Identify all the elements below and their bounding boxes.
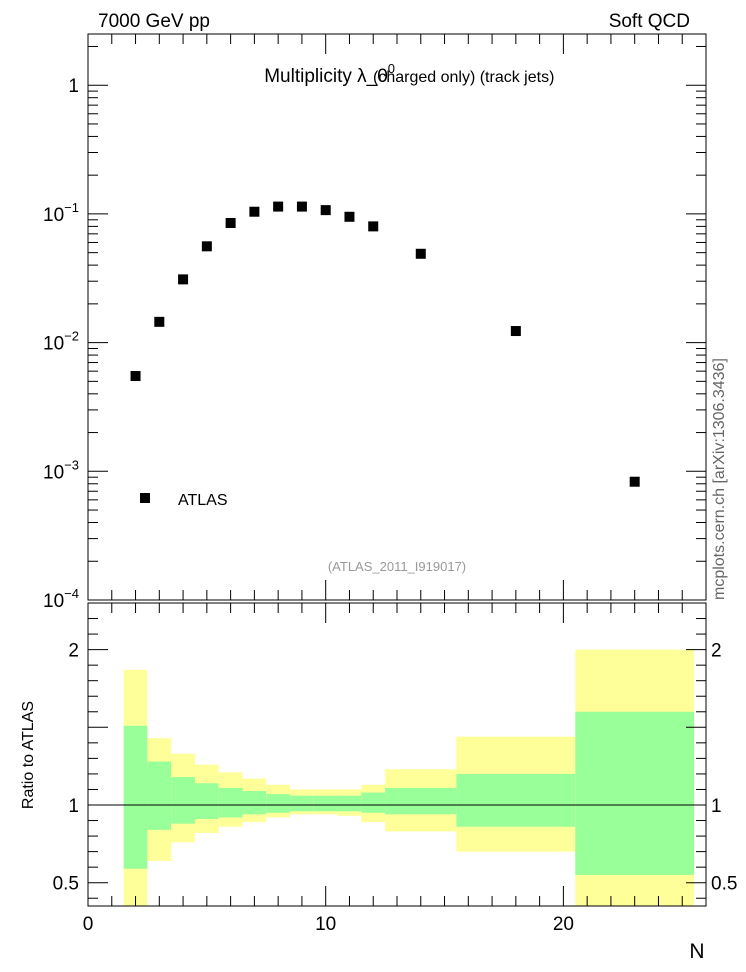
data-point <box>201 241 212 252</box>
y-tick-label: 1 <box>68 76 79 97</box>
main-axis-ticks <box>87 34 706 601</box>
ratio-bands <box>123 649 695 906</box>
ratio-y-axis-label: Ratio to ATLAS <box>20 701 37 809</box>
data-point <box>510 326 521 337</box>
y-tick-label: 10−2 <box>43 329 79 355</box>
x-tick-label: 10 <box>315 914 336 935</box>
ratio-y-tick-labels-right: 210.5 <box>711 641 737 895</box>
category-label: Soft QCD <box>609 11 690 32</box>
data-point <box>368 221 379 232</box>
data-point <box>344 211 355 222</box>
x-axis-label: N <box>689 940 704 963</box>
data-points <box>130 201 640 487</box>
data-point <box>273 201 284 212</box>
chart-title-suffix: (charged only) (track jets) <box>373 69 554 86</box>
stat-uncertainty-band <box>313 795 338 812</box>
ratio-axis-ticks <box>87 602 706 906</box>
stat-uncertainty-band <box>194 783 219 819</box>
main-frame <box>87 33 707 601</box>
data-point <box>415 248 426 259</box>
main-y-tick-labels: 1 10−1 10−2 10−3 10−4 <box>43 76 79 612</box>
ratio-y-tick-label: 1 <box>68 796 79 817</box>
ratio-y-tick-label-right: 1 <box>711 796 722 817</box>
source-label: mcplots.cern.ch [arXiv:1306.3436] <box>711 358 728 600</box>
ratio-y-tick-labels-left: 210.5 <box>53 641 79 895</box>
data-point <box>320 205 331 216</box>
stat-uncertainty-band <box>266 794 291 813</box>
energy-label: 7000 GeV pp <box>98 11 210 32</box>
analysis-id: (ATLAS_2011_I919017) <box>328 559 466 574</box>
main-panel: Multiplicity λ_00 (charged only) (track … <box>43 33 707 612</box>
data-point <box>296 201 307 212</box>
y-tick-label: 10−4 <box>43 586 79 612</box>
stat-uncertainty-band <box>171 777 195 824</box>
data-point <box>130 371 141 382</box>
legend-marker <box>140 493 150 503</box>
stat-uncertainty-band <box>575 711 695 875</box>
data-point <box>249 206 260 217</box>
x-tick-label: 20 <box>553 914 574 935</box>
x-tick-label: 0 <box>83 914 94 935</box>
stat-uncertainty-band <box>242 791 267 815</box>
data-point <box>225 217 236 228</box>
stat-uncertainty-band <box>218 787 243 818</box>
data-point <box>178 274 189 285</box>
ratio-y-tick-label: 2 <box>68 641 79 662</box>
stat-uncertainty-band <box>456 773 576 827</box>
stat-uncertainty-band <box>290 795 314 812</box>
ratio-y-tick-label-right: 2 <box>711 641 722 662</box>
stat-uncertainty-band <box>337 795 362 812</box>
y-tick-label: 10−3 <box>43 457 79 483</box>
stat-uncertainty-band <box>147 761 172 830</box>
ratio-y-tick-label-right: 0.5 <box>711 874 737 895</box>
x-tick-labels: 0 10 20 <box>83 914 574 935</box>
chart-title: Multiplicity λ_00 <box>264 61 395 87</box>
ratio-y-tick-label: 0.5 <box>53 874 79 895</box>
stat-uncertainty-band <box>385 787 457 815</box>
stat-uncertainty-band <box>361 792 386 813</box>
data-point <box>154 316 165 327</box>
y-tick-label: 10−1 <box>43 200 79 226</box>
legend-label: ATLAS <box>178 492 228 509</box>
stat-uncertainty-band <box>123 725 148 869</box>
ratio-panel: 210.5 210.5 0 10 20 Ratio to ATLAS N <box>20 602 737 963</box>
data-point <box>629 476 640 487</box>
